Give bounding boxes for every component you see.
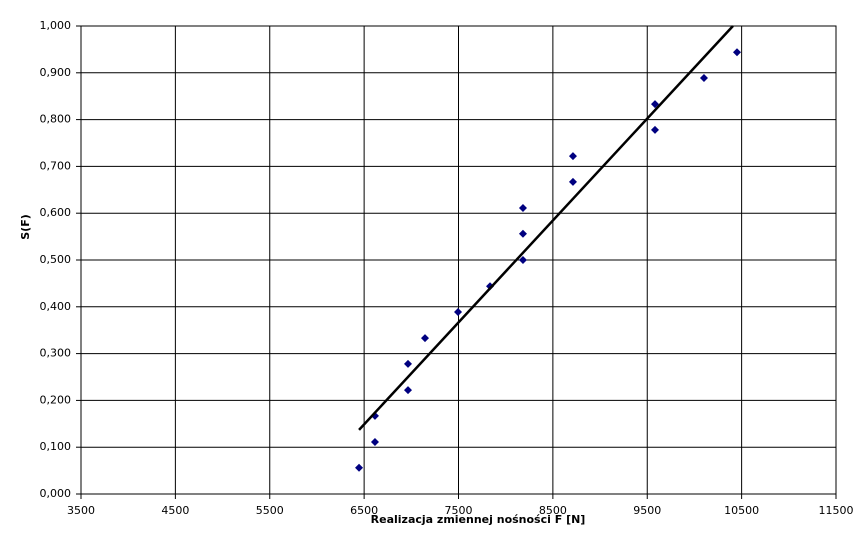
x-tick-label: 11500 <box>819 504 854 517</box>
x-axis-title: Realizacja zmiennej nośności F [N] <box>371 513 586 526</box>
point <box>650 100 659 109</box>
point <box>733 48 742 57</box>
point <box>420 334 429 343</box>
point <box>699 73 708 82</box>
y-tick-label: 0,700 <box>40 159 72 172</box>
y-tick-label: 0,200 <box>40 393 72 406</box>
point <box>486 282 495 291</box>
y-tick-label: 0,800 <box>40 113 72 126</box>
trend-line <box>358 25 734 431</box>
x-tick-label: 10500 <box>724 504 759 517</box>
point <box>454 307 463 316</box>
y-tick-label: 0,600 <box>40 206 72 219</box>
point <box>404 386 413 395</box>
y-axis-title: S(F) <box>19 214 32 240</box>
x-tick-label: 5500 <box>256 504 284 517</box>
x-tick-label: 7500 <box>445 504 473 517</box>
point <box>568 177 577 186</box>
y-tick-label: 0,500 <box>40 253 72 266</box>
point <box>568 152 577 161</box>
point <box>518 256 527 264</box>
x-tick-label: 3500 <box>67 504 95 517</box>
y-tick-label: 0,000 <box>40 487 72 500</box>
y-tick-label: 0,100 <box>40 440 72 453</box>
point <box>518 229 527 238</box>
y-tick-label: 1,000 <box>40 19 72 32</box>
point <box>370 438 379 447</box>
y-tick-label: 0,900 <box>40 66 72 79</box>
y-tick-label: 0,300 <box>40 347 72 360</box>
point <box>650 125 659 134</box>
x-tick-label: 9500 <box>633 504 661 517</box>
y-tick-label: 0,400 <box>40 300 72 313</box>
point <box>404 359 413 368</box>
point <box>355 463 364 472</box>
plot-border <box>80 25 837 495</box>
point <box>518 204 527 213</box>
x-tick-label: 8500 <box>539 504 567 517</box>
x-tick-label: 4500 <box>161 504 189 517</box>
x-tick-label: 6500 <box>350 504 378 517</box>
